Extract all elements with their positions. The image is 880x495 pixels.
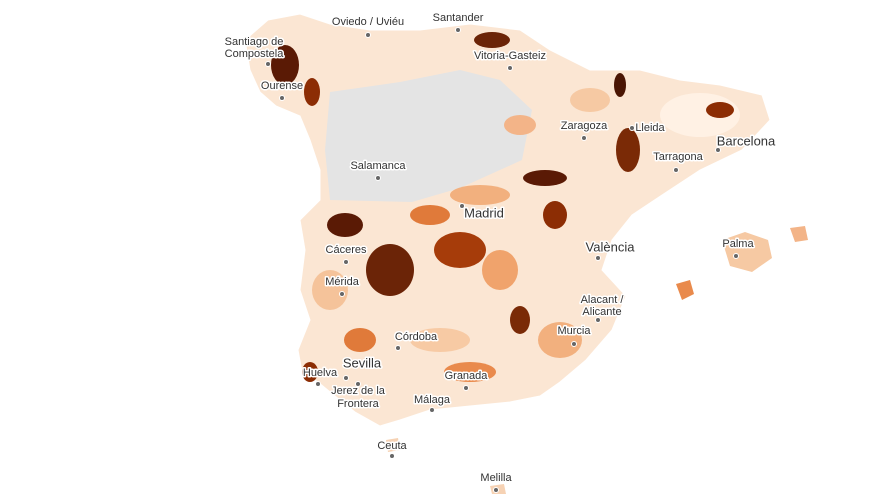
city-label: Sevilla (343, 355, 382, 370)
city-dot (673, 167, 679, 173)
city-dot (459, 203, 465, 209)
city-dot (343, 259, 349, 265)
city-dot (375, 175, 381, 181)
peninsula (244, 13, 771, 427)
city-label: Zaragoza (561, 120, 608, 132)
city-label: Oviedo / Uviéu (332, 16, 404, 28)
patch (434, 232, 486, 268)
city-dot (507, 65, 513, 71)
patch (482, 250, 518, 290)
patch (616, 128, 640, 172)
city-dot (343, 375, 349, 381)
city-dot (395, 345, 401, 351)
city-label: Salamanca (350, 160, 406, 172)
city-label: Barcelona (717, 133, 776, 148)
city-label: Santiago de (225, 36, 284, 48)
ibiza (676, 280, 694, 300)
city-dot (355, 381, 361, 387)
patch (302, 362, 318, 382)
patch (474, 32, 510, 48)
city-label: Compostela (225, 48, 285, 60)
city-label: Vitoria-Gasteiz (474, 50, 546, 62)
city-label: Huelva (303, 367, 338, 379)
city-label: València (586, 239, 636, 254)
city-dot (581, 135, 587, 141)
city-dot (493, 487, 499, 493)
patch (614, 73, 626, 97)
patch (543, 201, 567, 229)
city-dot (715, 147, 721, 153)
patch (510, 306, 530, 334)
city-label: Lleida (635, 122, 665, 134)
patch (706, 102, 734, 118)
patch (304, 78, 320, 106)
city-label: Granada (445, 370, 489, 382)
city-label: Ceuta (377, 440, 407, 452)
city-label: Alacant / (581, 294, 625, 306)
city-dot (463, 385, 469, 391)
patch (523, 170, 567, 186)
patch (327, 213, 363, 237)
patch (504, 115, 536, 135)
city-dot (429, 407, 435, 413)
city-dot (365, 32, 371, 38)
city-dot (595, 317, 601, 323)
city-label: Mérida (325, 276, 360, 288)
patch (444, 362, 496, 382)
city-label: Palma (722, 238, 754, 250)
city-label: Tarragona (653, 151, 703, 163)
city-dot (629, 125, 635, 131)
city-label: Murcia (557, 325, 591, 337)
city-label: Melilla (480, 472, 512, 484)
city-label: Ourense (261, 80, 303, 92)
patch (450, 185, 510, 205)
patch (538, 322, 582, 358)
patch (570, 88, 610, 112)
city-dot (733, 253, 739, 259)
city-dot (339, 291, 345, 297)
city-dot (389, 453, 395, 459)
patch (312, 270, 348, 310)
city-dot (455, 27, 461, 33)
city-dot (265, 61, 271, 67)
menorca (790, 226, 808, 242)
patch (344, 328, 376, 352)
land (244, 13, 808, 494)
patch (271, 45, 299, 85)
city-dots (265, 27, 739, 493)
city-label: Málaga (414, 394, 451, 406)
city-dot (279, 95, 285, 101)
city-labels: Oviedo / Uviéu Santander Santiago de Com… (223, 10, 777, 485)
patch (410, 328, 470, 352)
city-label: Madrid (464, 205, 504, 220)
city-label: Santander (433, 12, 484, 24)
city-label: Córdoba (395, 331, 438, 343)
city-label: Frontera (337, 398, 379, 410)
choropleth-patches (271, 32, 740, 382)
city-dot (595, 255, 601, 261)
city-label: Cáceres (326, 244, 367, 256)
city-label: Jerez de la (331, 385, 386, 397)
patch (366, 244, 414, 296)
mallorca (722, 232, 772, 272)
city-dot (571, 341, 577, 347)
ceuta-land (386, 438, 400, 452)
no-data-region (325, 70, 532, 202)
city-label: Alicante (582, 306, 621, 318)
patch (410, 205, 450, 225)
city-dot (315, 381, 321, 387)
